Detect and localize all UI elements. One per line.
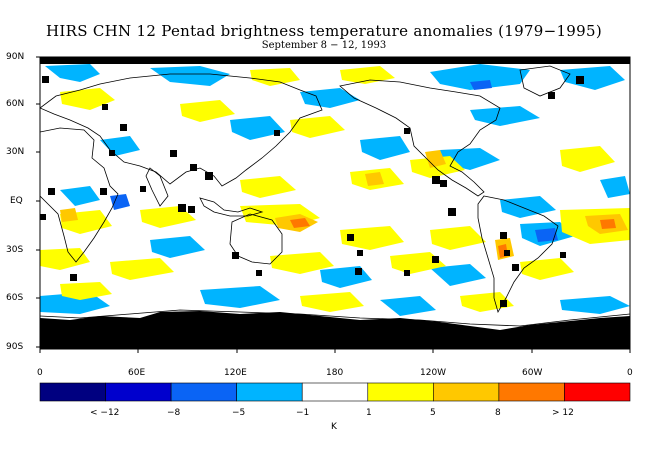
lat-label-30n: 30N — [6, 147, 25, 157]
lon-label-120e: 120E — [224, 368, 247, 378]
colorbar-segment — [498, 382, 565, 402]
map-title: HIRS CHN 12 Pentad brightness temperatur… — [46, 22, 602, 40]
lon-label-60e: 60E — [128, 368, 146, 378]
lon-ticks — [39, 349, 631, 353]
colorbar-label-m5: −5 — [232, 408, 246, 418]
missing-data-squares — [40, 76, 584, 307]
cyan-anomaly-regions — [40, 64, 630, 316]
colorbar-label-5: 5 — [430, 408, 436, 418]
colorbar-label-1: 1 — [366, 408, 372, 418]
lat-label-60s: 60S — [6, 293, 24, 303]
lat-label-60n: 60N — [6, 99, 25, 109]
lat-label-90n: 90N — [6, 52, 25, 62]
south-america-outline — [477, 195, 559, 314]
colorbar-label-lt-12: < −12 — [90, 408, 120, 418]
eurasia-outline — [40, 73, 323, 187]
colorbar-segment — [301, 382, 369, 402]
colorbar-segment — [564, 382, 631, 402]
colorbar-label-8: 8 — [495, 408, 501, 418]
lon-label-60w: 60W — [522, 368, 543, 378]
lon-label-0-left: 0 — [37, 368, 43, 378]
india-outline — [145, 167, 169, 207]
greenland-outline — [519, 65, 571, 97]
colorbar-label-gt-12: > 12 — [552, 408, 574, 418]
colorbar-label-m1: −1 — [296, 408, 310, 418]
colorbar-label-m8: −8 — [167, 408, 181, 418]
lon-label-120w: 120W — [420, 368, 447, 378]
indonesia-outline — [199, 197, 264, 217]
antarctic-missing-band — [40, 311, 630, 349]
antarctica-outline — [40, 309, 630, 327]
africa-outline — [40, 127, 119, 263]
colorbar-segment — [367, 382, 434, 402]
colorbar — [39, 382, 631, 402]
colorbar-unit: K — [331, 422, 337, 432]
lat-label-90s: 90S — [6, 342, 24, 352]
lon-label-180: 180 — [326, 368, 344, 378]
map-subtitle: September 8 − 12, 1993 — [261, 40, 387, 51]
colorbar-segment — [39, 382, 106, 402]
australia-outline — [229, 213, 283, 265]
lat-ticks — [36, 56, 40, 348]
colorbar-segment — [433, 382, 500, 402]
colorbar-segment — [105, 382, 172, 402]
lat-label-eq: EQ — [10, 196, 23, 206]
lat-label-30s: 30S — [6, 245, 24, 255]
north-america-outline — [339, 79, 501, 197]
arctic-missing-band — [40, 57, 630, 64]
lon-label-0-right: 0 — [627, 368, 633, 378]
colorbar-segment — [236, 382, 303, 402]
continent-outlines — [40, 65, 630, 327]
colorbar-segment — [170, 382, 237, 402]
